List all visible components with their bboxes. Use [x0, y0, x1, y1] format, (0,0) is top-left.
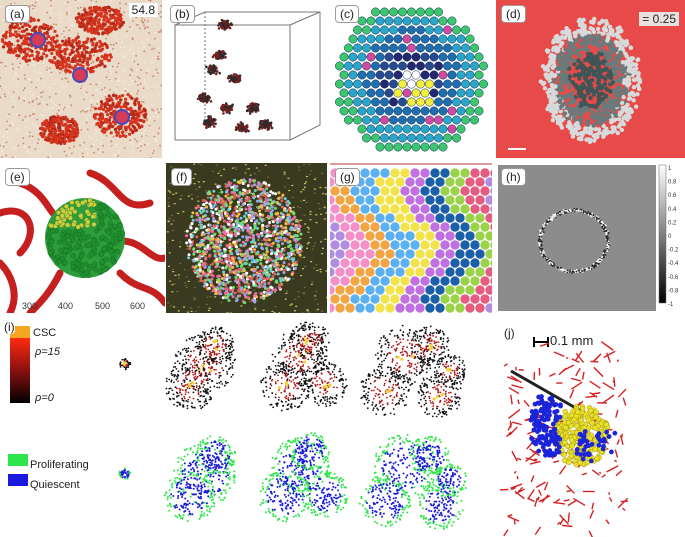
panel-c-image [335, 7, 488, 152]
colorbar-tick: 1 [668, 166, 672, 172]
panel-h-image: 1 0.8 0.6 0.4 0.2 0 -0.2 -0.4 -0.6 -0.8 -1 [498, 164, 679, 311]
panel-i: (i) CSC ρ=15 ρ=0 Proliferating Quiescent [0, 316, 495, 537]
panel-g-image [330, 163, 492, 313]
legend-rho-min: ρ=0 [35, 392, 54, 404]
panel-a-image [0, 0, 162, 158]
panel-a-value: 54.8 [128, 3, 158, 17]
colorbar-tick: -0.4 [668, 261, 679, 267]
panel-e-image: 300 400 500 600 [0, 169, 165, 313]
panel-h-label: (h) [501, 168, 526, 186]
panel-e-tick: 600 [130, 301, 145, 311]
colorbar-tick: 0.4 [668, 207, 677, 213]
panel-e-label: (e) [5, 168, 30, 186]
legend-csc: CSC [33, 327, 57, 339]
colorbar-tick: 0.8 [668, 180, 677, 186]
legend-rho-max: ρ=15 [35, 346, 60, 358]
panel-d-image [508, 16, 643, 150]
panel-d: (d) = 0.25 [496, 0, 685, 158]
panel-e-tick: 400 [58, 301, 73, 311]
panel-e-tick: 300 [22, 301, 37, 311]
panel-h: 1 0.8 0.6 0.4 0.2 0 -0.2 -0.4 -0.6 -0.8 -1 (h) [496, 163, 685, 313]
panel-j: (j) 0.1 mm [496, 316, 685, 537]
legend-proliferating: Proliferating [30, 459, 89, 471]
panel-g: (g) [330, 163, 492, 313]
colorbar-tick: 0.2 [668, 220, 677, 226]
panel-b-image [174, 11, 321, 141]
colorbar-tick: -0.2 [668, 248, 679, 254]
panel-f: (f) [166, 163, 327, 313]
panel-e-tick: 500 [95, 301, 110, 311]
panel-d-label: (d) [501, 5, 526, 23]
colorbar-tick: -0.6 [668, 275, 679, 281]
panel-a-label: (a) [5, 5, 30, 23]
panel-c-label: (c) [335, 5, 359, 23]
panel-c: (c) [330, 0, 492, 158]
panel-g-label: (g) [335, 168, 360, 186]
colorbar-tick: 0 [668, 234, 672, 240]
panel-j-image [499, 337, 629, 537]
panel-d-value: = 0.25 [639, 12, 679, 26]
panel-i-label: (i) [4, 320, 15, 334]
colorbar-tick: -1 [668, 302, 674, 308]
panel-b: (b) [165, 0, 327, 158]
colorbar-tick: 0.6 [668, 193, 677, 199]
panel-e: 300 400 500 600 (e) [0, 163, 165, 313]
panel-i-image [8, 321, 467, 530]
panel-j-label: (j) [504, 326, 515, 340]
colorbar-tick: -0.8 [668, 288, 679, 294]
panel-f-label: (f) [171, 168, 193, 186]
panel-f-image [166, 163, 327, 313]
scale-bar-label: 0.1 mm [550, 333, 594, 348]
panel-b-label: (b) [170, 5, 195, 23]
legend-quiescent: Quiescent [30, 479, 80, 491]
panel-a: (a) 54.8 [0, 0, 162, 158]
